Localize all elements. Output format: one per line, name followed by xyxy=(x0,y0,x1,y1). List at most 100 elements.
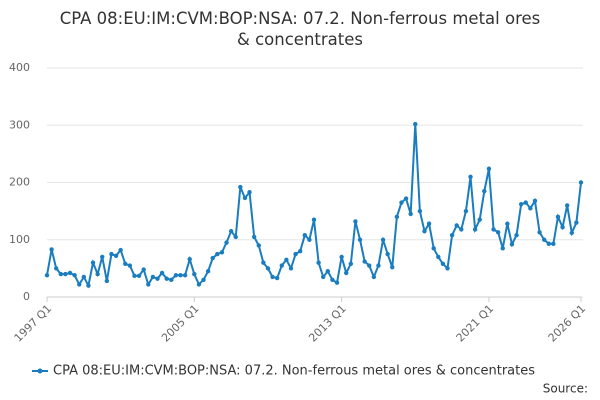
point xyxy=(72,273,77,278)
point xyxy=(233,234,238,240)
point xyxy=(449,232,455,238)
point xyxy=(251,234,257,240)
point xyxy=(459,227,464,232)
point xyxy=(44,273,50,278)
point xyxy=(376,263,381,268)
point xyxy=(523,200,528,205)
point xyxy=(261,260,266,265)
point xyxy=(256,243,261,248)
point xyxy=(546,241,551,246)
point xyxy=(136,273,142,279)
point xyxy=(242,195,248,201)
source: Source: xyxy=(543,382,588,396)
point xyxy=(196,282,202,287)
y-tick-label: 300 xyxy=(9,118,30,131)
point xyxy=(132,273,137,279)
point xyxy=(95,271,100,277)
point xyxy=(357,237,363,242)
point xyxy=(81,274,87,280)
point xyxy=(113,253,119,258)
point xyxy=(454,223,459,228)
point xyxy=(297,249,303,254)
point xyxy=(123,261,128,266)
point xyxy=(109,251,114,257)
point xyxy=(509,242,515,247)
point xyxy=(270,274,275,280)
point xyxy=(514,232,519,238)
point xyxy=(500,246,505,251)
y-tick-label: 100 xyxy=(9,233,30,246)
point xyxy=(463,208,469,214)
point xyxy=(288,266,294,271)
point xyxy=(127,263,133,268)
point xyxy=(394,214,400,220)
chart-title: CPA 08:EU:IM:CVM:BOP:NSA: 07.2. Non-ferr… xyxy=(60,9,541,49)
point xyxy=(178,273,183,278)
point xyxy=(293,251,298,257)
x-tick-label: 2005 Q1 xyxy=(159,302,202,345)
point xyxy=(67,270,73,276)
point xyxy=(569,230,574,236)
point xyxy=(325,269,331,274)
point xyxy=(228,228,234,234)
point xyxy=(348,261,354,266)
point xyxy=(182,273,188,278)
point xyxy=(215,251,220,257)
point xyxy=(187,257,192,262)
point xyxy=(321,274,326,280)
point xyxy=(477,217,482,222)
point xyxy=(219,250,225,255)
point xyxy=(58,271,64,277)
point xyxy=(146,282,151,287)
point xyxy=(532,198,538,204)
point xyxy=(141,267,146,272)
point xyxy=(100,254,105,260)
point xyxy=(445,266,450,271)
point xyxy=(403,196,409,201)
point xyxy=(541,237,547,242)
point xyxy=(408,211,413,217)
point xyxy=(436,254,441,260)
x-tick-label: 2021 Q1 xyxy=(454,302,497,345)
y-tick-label: 0 xyxy=(23,290,30,303)
point xyxy=(353,219,358,224)
point xyxy=(63,271,68,277)
point xyxy=(210,255,215,261)
x-tick-label: 2026 Q1 xyxy=(546,302,589,345)
point xyxy=(173,273,179,278)
legend-label: CPA 08:EU:IM:CVM:BOP:NSA: 07.2. Non-ferr… xyxy=(53,364,535,379)
point xyxy=(362,259,367,264)
point xyxy=(238,184,243,190)
point xyxy=(302,232,307,238)
point xyxy=(505,221,510,226)
point xyxy=(224,240,229,245)
point xyxy=(284,257,289,262)
x-tick-label: 1997 Q1 xyxy=(12,302,55,345)
point xyxy=(311,217,317,222)
point xyxy=(367,263,372,268)
point xyxy=(417,208,423,214)
point xyxy=(385,251,390,257)
point xyxy=(316,260,321,265)
point xyxy=(574,220,579,225)
point xyxy=(330,277,335,283)
point xyxy=(159,270,165,276)
point xyxy=(344,270,349,276)
point xyxy=(468,174,473,179)
point xyxy=(274,275,280,281)
point xyxy=(164,276,169,281)
point xyxy=(334,280,340,285)
point xyxy=(390,265,395,270)
point xyxy=(155,276,160,281)
x-tick-label: 2013 Q1 xyxy=(306,302,349,345)
point xyxy=(440,261,446,266)
point xyxy=(551,241,556,246)
point xyxy=(564,203,570,208)
point xyxy=(150,274,156,280)
point xyxy=(265,266,271,271)
point xyxy=(54,266,59,271)
point xyxy=(169,277,174,283)
point xyxy=(426,221,432,226)
